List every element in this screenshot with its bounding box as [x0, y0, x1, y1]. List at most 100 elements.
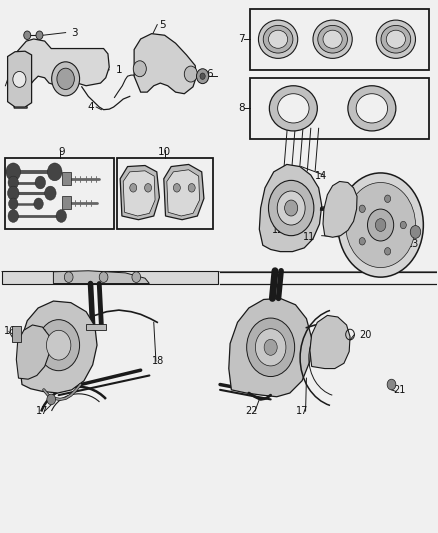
Ellipse shape — [348, 86, 396, 131]
Circle shape — [400, 221, 406, 229]
Circle shape — [255, 329, 286, 366]
Circle shape — [35, 176, 46, 189]
Circle shape — [387, 379, 396, 390]
Text: 16: 16 — [4, 326, 16, 336]
Polygon shape — [2, 271, 218, 284]
Polygon shape — [164, 165, 204, 220]
Circle shape — [132, 272, 141, 282]
Circle shape — [247, 318, 295, 376]
Bar — [86, 324, 106, 330]
Text: 12: 12 — [272, 225, 285, 236]
Circle shape — [56, 209, 67, 222]
Circle shape — [338, 173, 424, 277]
Text: 14: 14 — [315, 171, 327, 181]
Bar — [62, 172, 71, 185]
Ellipse shape — [323, 30, 342, 49]
Circle shape — [46, 330, 71, 360]
Text: 1: 1 — [116, 65, 122, 75]
Text: 9: 9 — [59, 147, 65, 157]
Bar — [12, 326, 21, 342]
Text: 21: 21 — [394, 385, 406, 395]
Ellipse shape — [258, 20, 298, 59]
Ellipse shape — [313, 20, 352, 59]
Circle shape — [184, 66, 198, 82]
Text: 8: 8 — [238, 103, 244, 113]
Circle shape — [57, 68, 74, 90]
Ellipse shape — [269, 86, 318, 131]
Circle shape — [47, 394, 56, 405]
Circle shape — [264, 340, 277, 356]
Ellipse shape — [263, 26, 293, 53]
Circle shape — [188, 183, 195, 192]
Polygon shape — [16, 325, 50, 379]
Polygon shape — [53, 271, 149, 284]
Text: 3: 3 — [71, 28, 78, 38]
Polygon shape — [259, 165, 321, 252]
Circle shape — [8, 176, 18, 189]
Bar — [117, 158, 212, 229]
Polygon shape — [14, 39, 109, 108]
Circle shape — [375, 219, 386, 231]
Circle shape — [99, 272, 108, 282]
Text: 22: 22 — [246, 406, 258, 416]
Text: 20: 20 — [359, 329, 371, 340]
Circle shape — [9, 198, 18, 209]
Ellipse shape — [318, 26, 347, 53]
Circle shape — [133, 61, 146, 77]
Ellipse shape — [386, 30, 406, 49]
Bar — [250, 78, 428, 139]
Bar — [250, 9, 428, 70]
Text: 2: 2 — [9, 81, 15, 91]
Circle shape — [359, 238, 365, 245]
Text: 18: 18 — [152, 356, 164, 366]
Text: 17: 17 — [296, 406, 308, 416]
Polygon shape — [134, 34, 197, 94]
Circle shape — [385, 195, 391, 203]
Circle shape — [36, 31, 43, 39]
Circle shape — [410, 225, 421, 238]
Circle shape — [130, 183, 137, 192]
Polygon shape — [167, 169, 200, 216]
Polygon shape — [323, 181, 357, 237]
Circle shape — [173, 183, 180, 192]
Circle shape — [285, 200, 298, 216]
Text: 6: 6 — [206, 69, 213, 79]
Circle shape — [13, 71, 26, 87]
Polygon shape — [229, 298, 312, 397]
Circle shape — [38, 320, 80, 370]
Text: 5: 5 — [159, 20, 166, 30]
Circle shape — [8, 209, 18, 222]
Polygon shape — [120, 165, 159, 220]
Bar — [62, 196, 71, 209]
Ellipse shape — [268, 30, 288, 49]
Circle shape — [6, 163, 21, 181]
Ellipse shape — [381, 26, 411, 53]
Text: 7: 7 — [238, 34, 244, 44]
Circle shape — [24, 31, 31, 39]
Polygon shape — [123, 171, 155, 216]
Text: 15: 15 — [357, 192, 369, 203]
Bar — [5, 158, 114, 229]
Ellipse shape — [376, 20, 416, 59]
Text: 4: 4 — [87, 102, 94, 112]
Text: 11: 11 — [303, 232, 315, 243]
Polygon shape — [19, 301, 97, 393]
Polygon shape — [7, 51, 32, 107]
Polygon shape — [310, 316, 350, 368]
Circle shape — [34, 198, 43, 209]
Circle shape — [47, 163, 62, 181]
Text: 10: 10 — [158, 147, 171, 157]
Ellipse shape — [356, 94, 388, 123]
Circle shape — [7, 186, 19, 200]
Circle shape — [145, 183, 152, 192]
Circle shape — [200, 73, 205, 79]
Circle shape — [197, 69, 209, 84]
Circle shape — [268, 180, 314, 236]
Circle shape — [359, 205, 365, 213]
Circle shape — [64, 272, 73, 282]
Text: 13: 13 — [407, 239, 419, 248]
Circle shape — [277, 191, 305, 225]
Circle shape — [385, 248, 391, 255]
Circle shape — [367, 209, 394, 241]
Ellipse shape — [278, 94, 309, 123]
